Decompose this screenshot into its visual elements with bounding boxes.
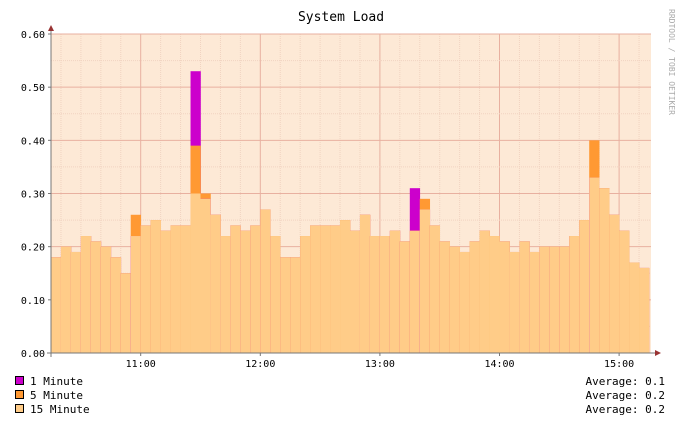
bar-15-minute	[379, 236, 391, 353]
bar-15-minute	[340, 220, 351, 353]
bar-15-minute	[459, 251, 470, 353]
legend-label: 1 Minute	[30, 375, 83, 388]
bar-15-minute	[120, 273, 132, 353]
legend-average: Average: 0.1	[586, 375, 665, 388]
bar-15-minute	[310, 225, 321, 353]
bar-15-minute	[200, 198, 211, 353]
bar-15-minute	[260, 209, 271, 353]
bar-15-minute	[609, 214, 620, 353]
bar-15-minute	[499, 241, 510, 353]
bar-15-minute	[419, 209, 431, 353]
bar-15-minute	[150, 220, 161, 353]
bar-15-minute	[290, 257, 301, 353]
bar-15-minute	[230, 225, 241, 353]
bar-15-minute	[429, 225, 441, 353]
legend-swatch-1-minute	[15, 376, 24, 385]
bar-15-minute	[250, 225, 261, 353]
legend-average: Average: 0.2	[586, 403, 665, 416]
y-tick-label: 0.00	[21, 349, 45, 360]
bar-15-minute	[599, 188, 610, 353]
legend: 1 Minute Average: 0.1 5 Minute Average: 0.2…	[15, 375, 665, 416]
legend-swatch-5-minute	[15, 390, 24, 399]
bar-15-minute	[639, 267, 650, 353]
bar-15-minute	[539, 246, 550, 353]
bar-15-minute	[369, 236, 381, 353]
legend-label: 15 Minute	[30, 403, 90, 416]
bar-15-minute	[70, 251, 82, 353]
bar-15-minute	[51, 257, 62, 353]
bar-15-minute	[619, 230, 630, 353]
bar-15-minute	[160, 230, 171, 353]
x-tick-label: 12:00	[245, 359, 275, 370]
bar-15-minute	[629, 262, 640, 353]
tick-labels: 0.00 0.10 0.20 0.30 0.40 0.50 0.60 11:00 12:00 13…	[21, 30, 634, 370]
bar-15-minute	[409, 230, 421, 353]
chart-title: System Load	[298, 10, 384, 25]
bar-15-minute	[140, 225, 151, 353]
y-tick-label: 0.30	[21, 190, 45, 201]
bar-15-minute	[489, 236, 500, 353]
bar-15-minute	[529, 251, 540, 353]
bar-15-minute	[330, 225, 341, 353]
bar-15-minute	[439, 241, 450, 353]
bar-15-minute	[559, 246, 570, 353]
bar-15-minute	[549, 246, 560, 353]
y-tick-label: 0.60	[21, 30, 45, 41]
bar-15-minute	[579, 220, 590, 353]
bar-15-minute	[399, 241, 411, 353]
bar-15-minute	[389, 230, 401, 353]
legend-average: Average: 0.2	[586, 389, 665, 402]
axes	[47, 25, 661, 357]
bar-15-minute	[359, 214, 371, 353]
legend-swatch-15-minute	[15, 404, 24, 413]
bar-15-minute	[589, 177, 600, 353]
y-tick-label: 0.20	[21, 243, 45, 254]
bar-15-minute	[350, 230, 361, 353]
bar-15-minute	[110, 257, 122, 353]
bar-15-minute	[320, 225, 331, 353]
y-tick-label: 0.10	[21, 296, 45, 307]
bar-15-minute	[479, 230, 490, 353]
bar-15-minute	[190, 193, 201, 353]
data-bars	[51, 71, 650, 353]
x-tick-label: 11:00	[126, 359, 156, 370]
x-tick-label: 15:00	[604, 359, 634, 370]
bar-15-minute	[80, 236, 92, 353]
x-tick-label: 13:00	[365, 359, 395, 370]
y-tick-label: 0.50	[21, 83, 45, 94]
bar-15-minute	[240, 230, 251, 353]
bar-15-minute	[270, 236, 281, 353]
y-axis-arrow-icon	[48, 25, 54, 31]
bar-15-minute	[469, 241, 480, 353]
bar-15-minute	[180, 225, 191, 353]
bar-15-minute	[130, 236, 142, 353]
bar-15-minute	[60, 246, 72, 353]
x-tick-label: 14:00	[484, 359, 514, 370]
rrdtool-watermark: RRDTOOL / TOBI OETIKER	[667, 9, 676, 115]
bar-15-minute	[100, 246, 112, 353]
y-tick-label: 0.40	[21, 136, 45, 147]
bar-15-minute	[280, 257, 291, 353]
x-axis-arrow-icon	[655, 350, 661, 356]
bar-15-minute	[170, 225, 181, 353]
bar-15-minute	[300, 236, 311, 353]
bar-15-minute	[569, 236, 580, 353]
bar-15-minute	[220, 236, 231, 353]
bar-15-minute	[509, 251, 520, 353]
legend-label: 5 Minute	[30, 389, 83, 402]
bar-15-minute	[519, 241, 530, 353]
bar-15-minute	[90, 241, 102, 353]
bar-15-minute	[449, 246, 460, 353]
bar-15-minute	[210, 214, 221, 353]
